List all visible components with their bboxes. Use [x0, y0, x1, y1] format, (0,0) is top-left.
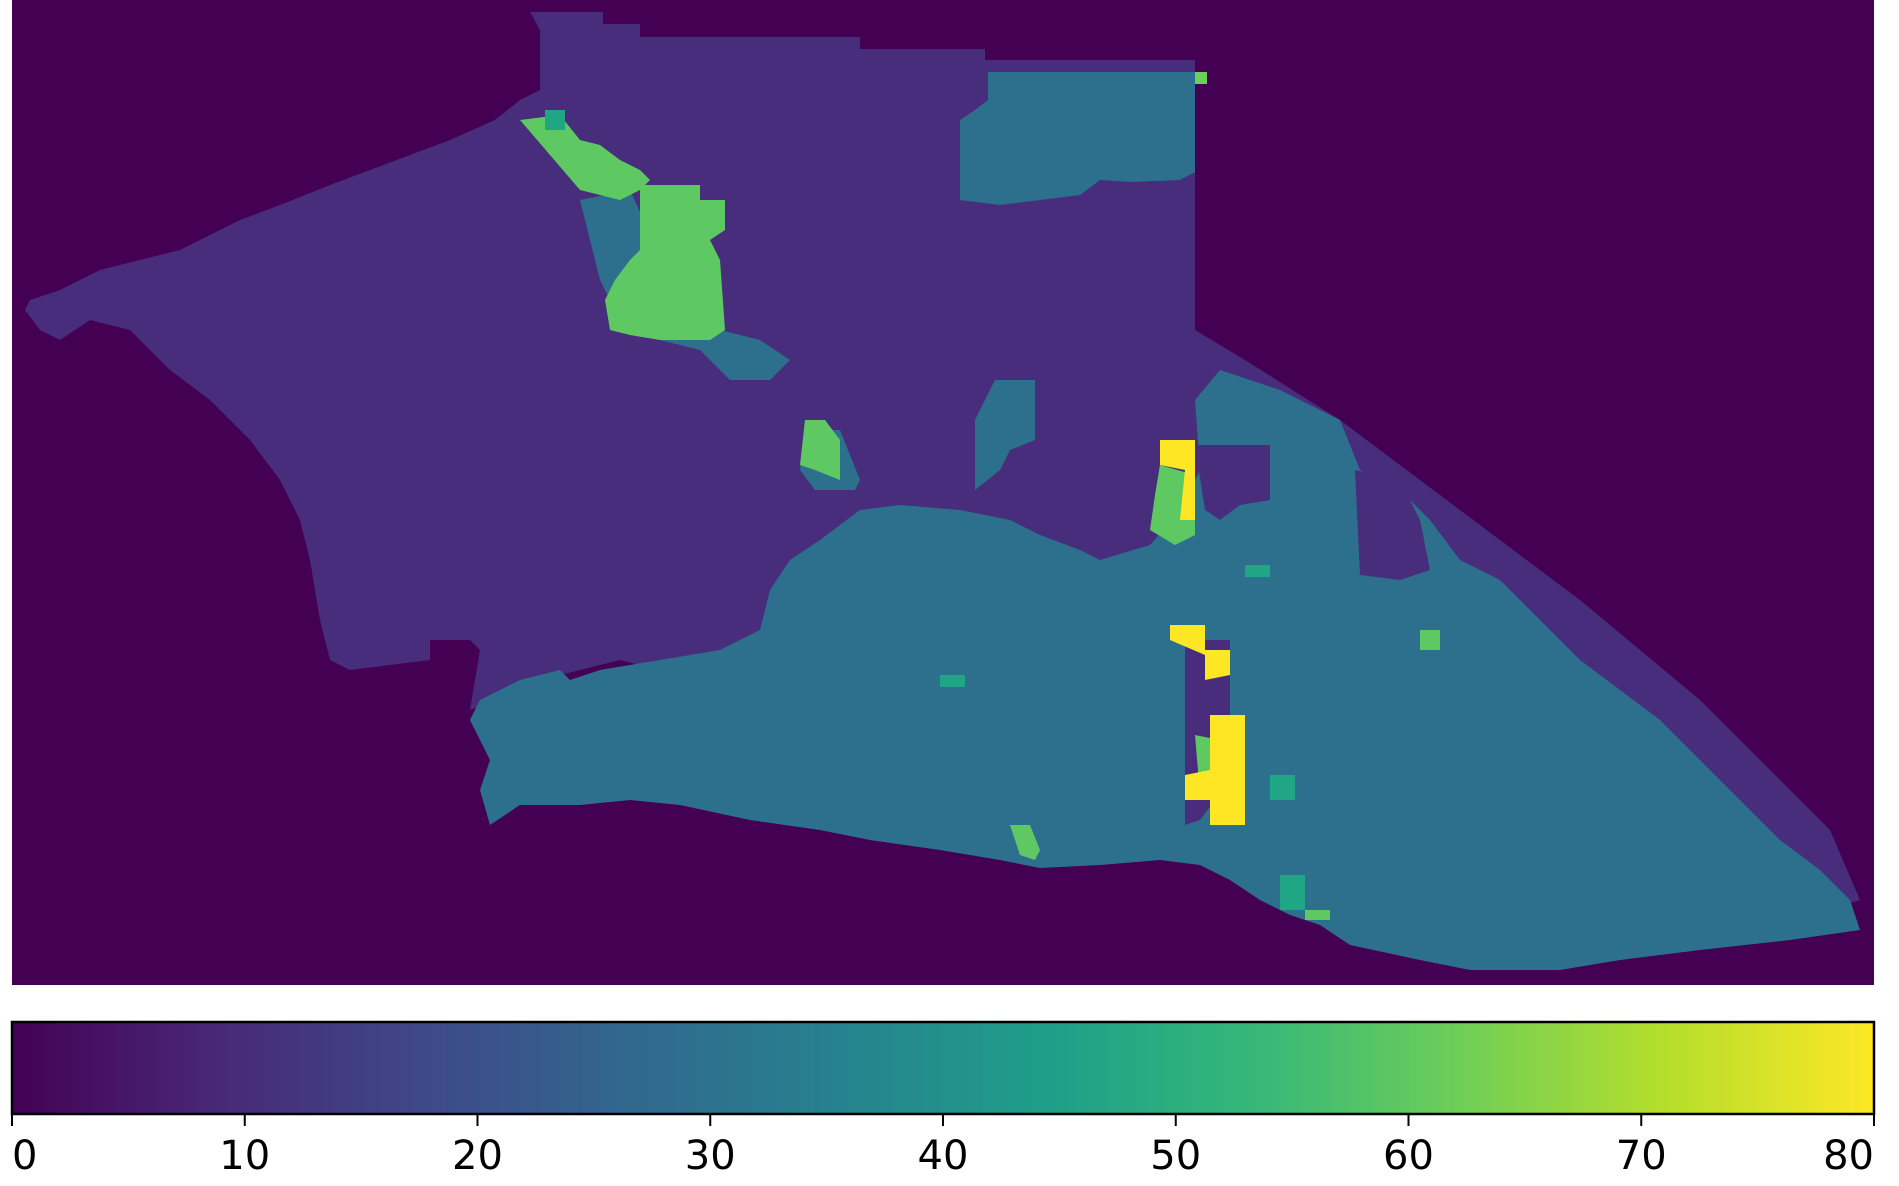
heatmap-patch-green-pixel	[1195, 72, 1207, 84]
colorbar-tick-label: 50	[1150, 1133, 1201, 1179]
heatmap-region-teal-upperleft	[580, 190, 790, 380]
heatmap-region-purple-island-c	[1355, 470, 1430, 580]
heatmap-patch-green-small2	[1010, 825, 1040, 860]
heatmap-patch-tealgreen-2	[1270, 775, 1295, 800]
heatmap-patch-green-left	[800, 420, 840, 480]
colorbar: 0 10 20 30 40 50 60 70 80	[10, 1020, 1876, 1179]
colorbar-tick-label: 20	[452, 1133, 503, 1179]
colorbar-tick-label: 30	[685, 1133, 736, 1179]
colorbar-tick-label: 0	[12, 1133, 37, 1179]
heatmap-patch-yellow-top	[1160, 440, 1195, 520]
heatmap-patch-green-top	[520, 115, 650, 200]
colorbar-tick-label: 60	[1383, 1133, 1434, 1179]
heatmap-patch-tealgreen-3	[1280, 875, 1305, 910]
colorbar-ticks: 0 10 20 30 40 50 60 70 80	[11, 1114, 1875, 1179]
colorbar-tick-label: 80	[1823, 1133, 1874, 1179]
heatmap-patch-tealgreen-5	[545, 110, 565, 130]
heatmap-patch-yellow-low	[1185, 715, 1245, 825]
heatmap	[12, 0, 1874, 985]
heatmap-patch-green-small3	[1305, 910, 1330, 920]
heatmap-region-purple-island-a	[1195, 445, 1270, 520]
colorbar-gradient	[12, 1022, 1874, 1114]
heatmap-region-teal-mid	[975, 380, 1035, 490]
heatmap-region-teal-top	[960, 72, 1195, 205]
heatmap-patch-tealgreen-4	[940, 675, 965, 687]
heatmap-region-teal-main	[470, 370, 1860, 970]
colorbar-tick-label: 10	[219, 1133, 270, 1179]
heatmap-patch-green-big	[605, 185, 725, 340]
colorbar-tick-label: 40	[918, 1133, 969, 1179]
heatmap-patch-tealgreen-1	[1245, 565, 1270, 577]
heatmap-patch-green-small1	[1420, 630, 1440, 650]
heatmap-patch-yellow-mid	[1170, 625, 1230, 680]
colorbar-tick-label: 70	[1616, 1133, 1667, 1179]
